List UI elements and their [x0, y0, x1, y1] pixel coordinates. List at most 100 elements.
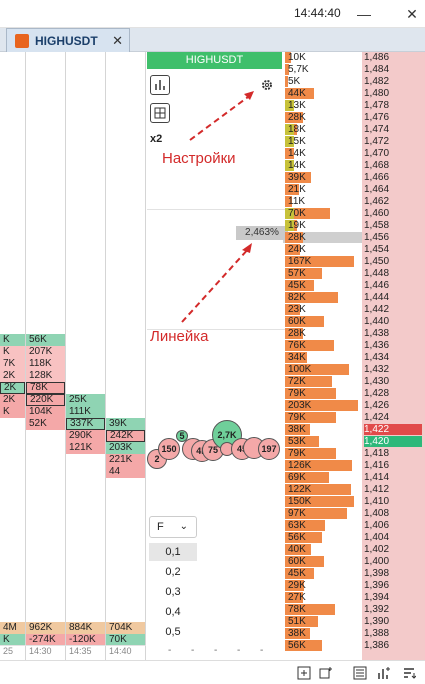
ladder-row[interactable]: 70K [285, 208, 362, 219]
price-label: 1,466 [364, 172, 390, 183]
chart-type-icon[interactable] [150, 75, 170, 95]
ladder-row[interactable]: 21K [285, 184, 362, 195]
ladder-row[interactable]: 60K [285, 556, 362, 567]
trade-bubble[interactable]: 150 [158, 438, 180, 460]
trade-bubble[interactable]: 197 [258, 438, 280, 460]
volume-label: 28K [288, 112, 306, 123]
ladder-row[interactable]: 5K [285, 76, 362, 87]
filter-option[interactable]: 0,5 [165, 626, 181, 638]
ladder-row[interactable]: 79K [285, 412, 362, 423]
time-separator [0, 645, 146, 646]
ladder-row[interactable]: 40K [285, 544, 362, 555]
ladder-row[interactable]: 82K [285, 292, 362, 303]
volume-bar [285, 640, 322, 651]
table-icon[interactable] [150, 103, 170, 123]
cluster-summary: 4M [0, 622, 25, 634]
tab-close-icon[interactable]: ✕ [112, 32, 123, 48]
ladder-row[interactable]: 13K [285, 100, 362, 111]
ladder-row[interactable]: 56K [285, 532, 362, 543]
cluster-cell: 52K [26, 418, 65, 430]
ladder-row[interactable]: 72K [285, 376, 362, 387]
close-window-button[interactable]: ✕ [406, 5, 418, 22]
cluster-cell: 118K [26, 358, 65, 370]
sort-icon[interactable] [401, 665, 417, 681]
volume-label: 82K [288, 292, 306, 303]
ladder-row[interactable]: 24K [285, 244, 362, 255]
ladder-row[interactable]: 56K [285, 640, 362, 651]
volume-label: 53K [288, 436, 306, 447]
ladder-row[interactable]: 29K [285, 580, 362, 591]
footer-dash: - [237, 645, 241, 656]
list-icon[interactable] [352, 665, 368, 681]
volume-label: 10K [288, 52, 306, 63]
ladder-row[interactable]: 28K [285, 112, 362, 123]
ladder-row[interactable]: 10K [285, 52, 362, 63]
ladder-row[interactable]: 51K [285, 616, 362, 627]
ladder-row[interactable]: 38K [285, 424, 362, 435]
gear-icon[interactable] [257, 75, 277, 95]
ruler-value[interactable]: 2,463% [236, 226, 288, 240]
ladder-row[interactable]: 53K [285, 436, 362, 447]
volume-bar [285, 148, 294, 159]
ladder-row[interactable]: 79K [285, 388, 362, 399]
ladder-row[interactable]: 57K [285, 268, 362, 279]
ladder-row[interactable]: 100K [285, 364, 362, 375]
cluster-cell: 104K [26, 406, 65, 418]
volume-marker [285, 124, 294, 135]
ladder-row[interactable]: 45K [285, 568, 362, 579]
tab-highusdt[interactable]: HIGHUSDT ✕ [6, 28, 130, 52]
ladder-row[interactable]: 79K [285, 448, 362, 459]
minimize-button[interactable]: — [357, 6, 371, 22]
cluster-summary: -120K [66, 634, 105, 646]
volume-bar [285, 208, 330, 219]
filter-dropdown[interactable]: F ⌄ [149, 516, 197, 538]
filter-option[interactable]: 0,1 [149, 543, 197, 561]
ladder-row[interactable]: 11K [285, 196, 362, 207]
ladder-row[interactable]: 14K [285, 148, 362, 159]
ladder-row[interactable]: 60K [285, 316, 362, 327]
ladder-row[interactable]: 44K [285, 88, 362, 99]
price-label: 1,418 [364, 448, 390, 459]
chart-area[interactable]: HIGHUSDT x2 Настройки Линейка 2,463% 2 15… [0, 52, 425, 660]
add-window-icon[interactable] [318, 665, 334, 681]
ladder-row[interactable]: 38K [285, 628, 362, 639]
ladder-row[interactable]: 167K [285, 256, 362, 267]
ladder-row[interactable]: 18K [285, 124, 362, 135]
ladder-row[interactable]: 34K [285, 352, 362, 363]
volume-bar [285, 448, 336, 459]
footer-dash: - [168, 645, 172, 656]
ladder-row[interactable]: 69K [285, 472, 362, 483]
cluster-cell: 207K [26, 346, 65, 358]
ladder-row[interactable]: 28K [285, 328, 362, 339]
ladder-row[interactable]: 78K [285, 604, 362, 615]
ladder-row[interactable]: 23K [285, 304, 362, 315]
ladder-row[interactable]: 76K [285, 340, 362, 351]
ladder-row[interactable]: 203K [285, 400, 362, 411]
ladder-row[interactable]: 28K [285, 232, 362, 243]
ladder-row[interactable]: 15K [285, 136, 362, 147]
filter-option[interactable]: 0,3 [165, 586, 181, 598]
filter-option[interactable]: 0,2 [165, 566, 181, 578]
ladder-row[interactable]: 27K [285, 592, 362, 603]
chart-add-icon[interactable] [376, 665, 392, 681]
ladder-row[interactable]: 19K [285, 220, 362, 231]
cluster-summary: 884K [66, 622, 105, 634]
ladder-row[interactable]: 150K [285, 496, 362, 507]
ladder-row[interactable]: 63K [285, 520, 362, 531]
trade-bubble[interactable]: 5 [176, 430, 188, 442]
footer-dash: - [191, 645, 195, 656]
ladder-row[interactable]: 122K [285, 484, 362, 495]
ladder-row[interactable]: 5,7K [285, 64, 362, 75]
volume-label: 150K [288, 496, 312, 507]
ladder-row[interactable]: 126K [285, 460, 362, 471]
ladder-row[interactable]: 97K [285, 508, 362, 519]
add-chart-icon[interactable] [296, 665, 312, 681]
cluster-summary: K [0, 634, 25, 646]
ladder-row[interactable]: 14K [285, 160, 362, 171]
grid-line [147, 209, 285, 210]
filter-option[interactable]: 0,4 [165, 606, 181, 618]
ladder-row[interactable]: 39K [285, 172, 362, 183]
ladder-row[interactable]: 45K [285, 280, 362, 291]
footer-dash: - [214, 645, 218, 656]
cluster-summary: 70K [106, 634, 145, 646]
